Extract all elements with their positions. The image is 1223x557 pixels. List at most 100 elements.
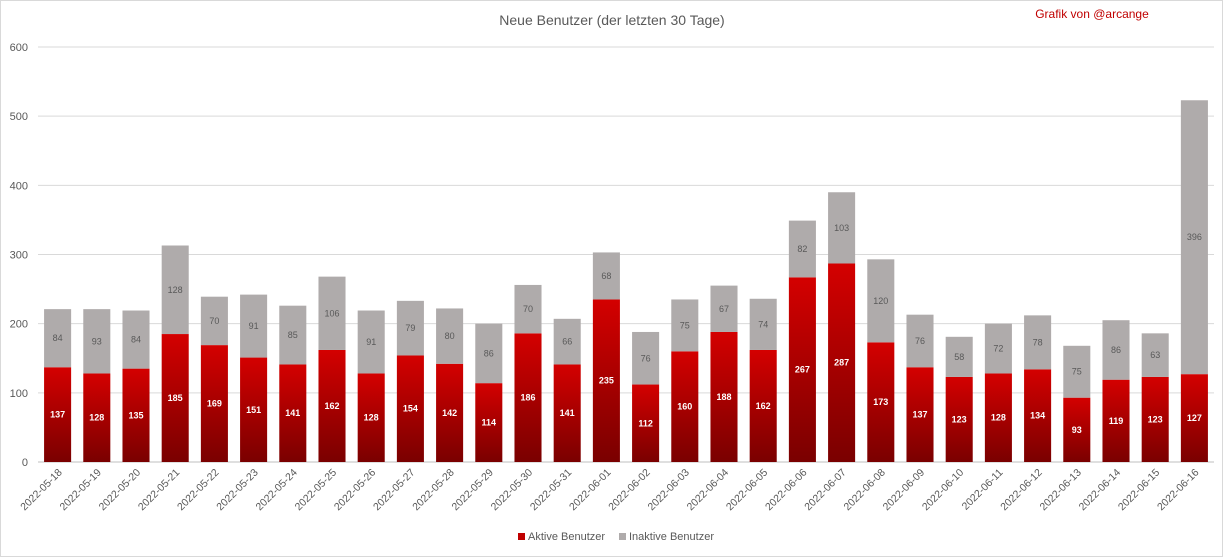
bar-inactive xyxy=(632,331,660,385)
bar-group: 128 72 xyxy=(984,323,1012,462)
bar-active xyxy=(828,263,856,462)
bar-active xyxy=(984,373,1012,462)
legend-label-inactive: Inaktive Benutzer xyxy=(629,531,714,543)
bar-inactive xyxy=(44,309,72,368)
bar-group: 169 70 xyxy=(200,296,228,462)
data-label-active: 188 xyxy=(716,392,731,402)
data-label-inactive: 128 xyxy=(168,285,183,295)
legend: Aktive Benutzer Inaktive Benutzer xyxy=(518,531,714,543)
data-label-inactive: 74 xyxy=(758,319,768,329)
data-label-inactive: 120 xyxy=(873,296,888,306)
bar-group: 151 91 xyxy=(240,294,268,462)
bar-inactive xyxy=(318,276,346,350)
data-label-inactive: 86 xyxy=(1111,345,1121,355)
data-label-active: 185 xyxy=(168,393,183,403)
bar-active xyxy=(83,373,111,462)
bar-group: 112 76 xyxy=(632,331,660,462)
data-label-inactive: 78 xyxy=(1033,337,1043,347)
data-label-inactive: 93 xyxy=(92,336,102,346)
data-label-active: 134 xyxy=(1030,411,1045,421)
bar-group: 162 74 xyxy=(749,298,777,462)
bar-inactive xyxy=(83,309,111,374)
data-label-active: 128 xyxy=(89,413,104,423)
bar-group: 137 76 xyxy=(906,314,934,462)
bar-active xyxy=(1180,374,1208,462)
bar-active xyxy=(279,364,307,462)
bar-active xyxy=(945,376,973,462)
bar-inactive xyxy=(436,308,464,364)
bar-inactive xyxy=(357,310,385,374)
bar-group: 267 82 xyxy=(788,220,816,462)
bar-inactive xyxy=(1024,315,1052,370)
bar-group: 141 85 xyxy=(279,305,307,462)
data-label-inactive: 82 xyxy=(797,244,807,254)
bar-active xyxy=(318,349,346,462)
bar-inactive xyxy=(1102,320,1130,380)
data-label-active: 162 xyxy=(324,401,339,411)
bar-inactive xyxy=(279,305,307,365)
bar-inactive xyxy=(906,314,934,368)
bar-inactive xyxy=(671,299,699,352)
data-label-active: 160 xyxy=(677,402,692,412)
bar-inactive xyxy=(1141,333,1169,377)
bar-inactive xyxy=(240,294,268,358)
legend-swatch-active xyxy=(518,533,525,540)
data-label-active: 186 xyxy=(520,393,535,403)
y-tick-label: 500 xyxy=(10,111,28,123)
data-label-active: 127 xyxy=(1187,413,1202,423)
data-label-inactive: 76 xyxy=(641,353,651,363)
bar-active xyxy=(1102,379,1130,462)
bar-group: 235 68 xyxy=(592,252,620,462)
data-label-active: 162 xyxy=(756,401,771,411)
bar-group: 123 58 xyxy=(945,336,973,462)
bar-inactive xyxy=(553,318,581,365)
data-label-active: 128 xyxy=(991,413,1006,423)
x-tick-label: 2022-06-10 xyxy=(920,467,967,514)
data-label-active: 137 xyxy=(912,410,927,420)
bar-active xyxy=(1063,397,1091,462)
bar-active xyxy=(632,384,660,462)
bar-active xyxy=(357,373,385,462)
x-tick-label: 2022-06-16 xyxy=(1155,467,1202,514)
legend-label-active: Aktive Benutzer xyxy=(528,531,605,543)
y-tick-label: 600 xyxy=(10,42,28,54)
data-label-active: 173 xyxy=(873,397,888,407)
bar-active xyxy=(161,334,189,462)
bar-active xyxy=(122,368,150,462)
data-label-inactive: 106 xyxy=(324,308,339,318)
bar-inactive xyxy=(592,252,620,300)
bar-group: 287 103 xyxy=(828,192,856,462)
data-label-active: 235 xyxy=(599,376,614,386)
bar-group: 134 78 xyxy=(1024,315,1052,462)
bar-active xyxy=(436,363,464,462)
chart-credit: Grafik von @arcange xyxy=(1035,7,1149,21)
bar-inactive xyxy=(1063,345,1091,398)
bar-group: 119 86 xyxy=(1102,320,1130,462)
legend-swatch-inactive xyxy=(619,533,626,540)
data-label-active: 287 xyxy=(834,358,849,368)
bar-active xyxy=(475,383,503,462)
bar-inactive xyxy=(1180,100,1208,375)
data-label-active: 135 xyxy=(128,410,143,420)
bar-active xyxy=(514,333,542,462)
data-label-inactive: 70 xyxy=(523,304,533,314)
bar-group: 114 86 xyxy=(475,323,503,462)
bar-active xyxy=(867,342,895,462)
bar-group: 141 66 xyxy=(553,318,581,462)
bar-group: 128 93 xyxy=(83,309,111,462)
data-label-inactive: 76 xyxy=(915,336,925,346)
bar-active xyxy=(749,349,777,462)
bar-group: 93 75 xyxy=(1063,345,1091,462)
bar-active xyxy=(240,357,268,462)
data-label-active: 112 xyxy=(638,418,653,428)
bar-active xyxy=(710,331,738,462)
bar-active xyxy=(788,277,816,462)
y-tick-label: 200 xyxy=(10,319,28,331)
bar-inactive xyxy=(828,192,856,264)
data-label-inactive: 84 xyxy=(53,333,63,343)
bar-active xyxy=(592,299,620,462)
y-tick-label: 100 xyxy=(10,388,28,400)
data-label-active: 114 xyxy=(482,418,497,428)
data-label-active: 119 xyxy=(1109,416,1124,426)
